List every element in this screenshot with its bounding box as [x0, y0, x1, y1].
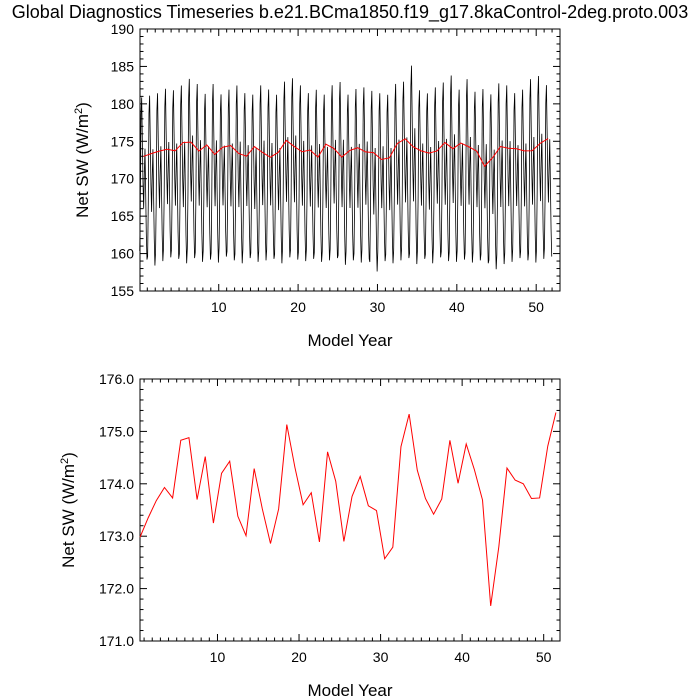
p1-ytick-label: 185 — [111, 58, 135, 74]
bottom-plot-frame — [139, 378, 561, 642]
top-panel: 10 20 30 40 50 155 160 165 170 175 180 185 190 Model… — [73, 21, 561, 350]
top-axis-ticks: 10 20 30 40 50 155 160 165 170 175 180 185 190 — [111, 21, 561, 315]
p2-ytick-label: 175.0 — [99, 423, 134, 439]
p1-xtick-label: 50 — [528, 299, 544, 315]
p1-ytick-label: 170 — [111, 171, 135, 187]
chart-title: Global Diagnostics Timeseries b.e21.BCma… — [12, 2, 688, 23]
p1-ytick-label: 180 — [111, 96, 135, 112]
p2-xtick-label: 20 — [291, 649, 307, 665]
monthly-net-sw-line — [139, 65, 553, 272]
top-monthly-series — [139, 65, 553, 272]
p2-ytick-label: 173.0 — [99, 528, 134, 544]
bottom-x-axis-label: Model Year — [307, 681, 392, 700]
p2-xtick-label: 30 — [373, 649, 389, 665]
top-x-axis-label: Model Year — [307, 331, 392, 350]
top-y-axis-label: Net SW (W/m2) — [73, 102, 92, 218]
p2-xtick-label: 40 — [454, 649, 470, 665]
p1-ytick-label: 165 — [111, 208, 135, 224]
p1-ytick-label: 155 — [111, 283, 135, 299]
top-annual-mean-series — [143, 138, 549, 168]
bottom-panel: 10 20 30 40 50 171.0 172.0 173.0 174.0 175.0 176.0… — [59, 371, 561, 700]
p1-xtick-label: 20 — [290, 299, 306, 315]
top-plot-frame — [139, 28, 561, 292]
annual-mean-net-sw-line-zoom — [139, 412, 557, 606]
p2-xtick-label: 10 — [210, 649, 226, 665]
bottom-annual-mean-series — [139, 412, 557, 606]
bottom-y-axis-label: Net SW (W/m2) — [59, 452, 78, 568]
p1-ytick-label: 190 — [111, 21, 135, 37]
p1-ytick-label: 160 — [111, 246, 135, 262]
annual-mean-net-sw-line — [143, 138, 549, 168]
p2-xtick-label: 50 — [536, 649, 552, 665]
bottom-axis-ticks: 10 20 30 40 50 171.0 172.0 173.0 174.0 175.0 176.0 — [99, 371, 561, 665]
p2-ytick-label: 172.0 — [99, 581, 134, 597]
p2-ytick-label: 171.0 — [99, 633, 134, 649]
p1-ytick-label: 175 — [111, 133, 135, 149]
p1-xtick-label: 30 — [370, 299, 386, 315]
p1-xtick-label: 40 — [449, 299, 465, 315]
p1-xtick-label: 10 — [211, 299, 227, 315]
p2-ytick-label: 174.0 — [99, 476, 134, 492]
p2-ytick-label: 176.0 — [99, 371, 134, 387]
